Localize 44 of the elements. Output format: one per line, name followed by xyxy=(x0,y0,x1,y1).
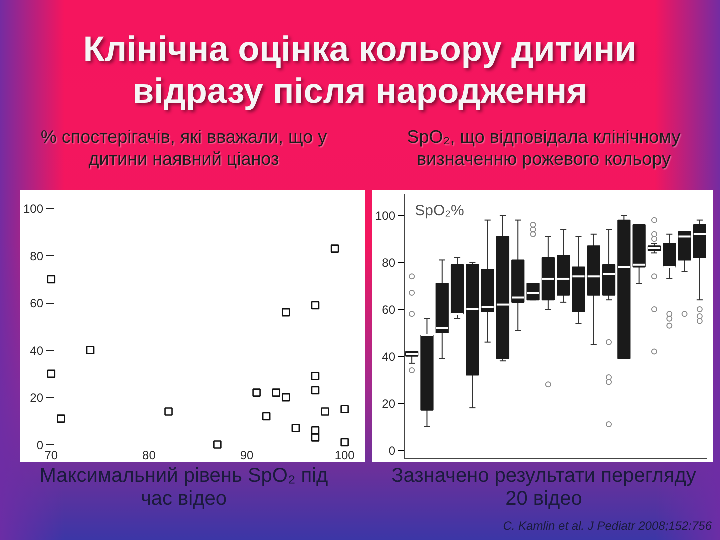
y-tick-label: 40 xyxy=(382,350,396,364)
point xyxy=(311,372,320,380)
y-axis-title: SpO₂% xyxy=(415,202,464,220)
y-tick-label: 0 xyxy=(388,444,396,458)
x-tick-label: 70 xyxy=(44,448,58,462)
chart-title: Клінічна оцінка кольору дитини відразу після народження xyxy=(82,29,638,113)
point xyxy=(164,408,173,416)
y-tick-label: 100 xyxy=(375,209,396,224)
point xyxy=(321,408,330,416)
chart-subtitle: % спостерігачів, які вважали, що у дитини наявний ціаноз xyxy=(40,126,328,170)
point xyxy=(311,426,320,435)
y-tick-label: 60 xyxy=(30,296,44,311)
x-tick-label: 80 xyxy=(142,448,156,462)
point xyxy=(311,386,320,395)
point xyxy=(340,438,349,447)
y-tick-label: 0 xyxy=(36,438,44,452)
y-tick-label: 100 xyxy=(23,202,44,216)
y-tick-label: 80 xyxy=(30,249,44,264)
text: Зазначено результати перегляду 20 відео xyxy=(390,464,698,511)
point xyxy=(311,434,320,442)
point xyxy=(47,275,56,284)
point xyxy=(311,301,320,310)
text: C. Kamlin et al. J Pediatr 2008;152:756 xyxy=(502,518,713,535)
y-tick-label: 60 xyxy=(382,302,396,317)
point xyxy=(340,405,349,414)
x-tick-label: 90 xyxy=(240,448,254,462)
point xyxy=(252,388,261,397)
point xyxy=(86,346,95,354)
point xyxy=(282,308,290,317)
point xyxy=(214,440,222,449)
y-tick-label: 80 xyxy=(382,256,396,270)
y-tick-label: 20 xyxy=(30,391,44,406)
point xyxy=(262,412,271,421)
x-tick-label: 100 xyxy=(334,448,356,462)
point xyxy=(272,388,281,397)
x-axis-title: Максимальний рівень SpO₂ під час відео xyxy=(38,464,330,511)
chart-subtitle: SpO₂, що відповідала клінічному визначенню рожевого кольору xyxy=(406,126,682,170)
y-tick-label: 20 xyxy=(382,396,396,411)
point xyxy=(57,414,66,423)
point xyxy=(47,370,56,378)
point xyxy=(292,424,300,432)
point xyxy=(330,244,340,253)
y-tick-label: 40 xyxy=(30,344,44,358)
point xyxy=(282,393,290,402)
